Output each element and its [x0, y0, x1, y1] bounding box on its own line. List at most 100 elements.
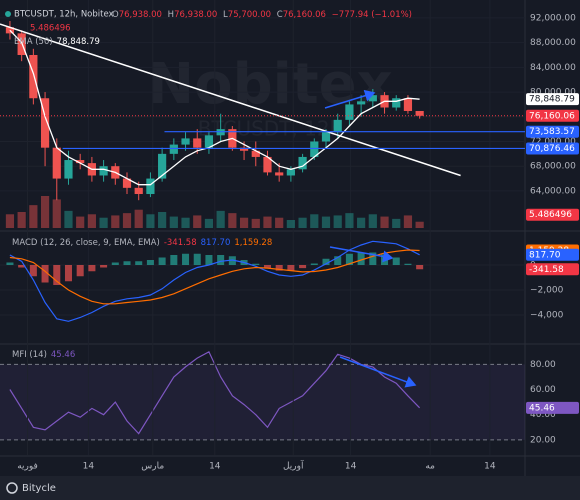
candle-body — [286, 169, 295, 176]
macd-title: MACD (12, 26, close, 9, EMA, EMA) — [12, 238, 160, 248]
volume-legend: 5.486496 — [30, 24, 71, 34]
price-label: 70,876.46 — [529, 144, 575, 154]
histogram-bar — [100, 265, 108, 268]
ohlc-key: L — [223, 10, 228, 20]
ohlc-key: O — [112, 10, 119, 20]
histogram-bar — [170, 255, 178, 265]
volume-bar — [169, 216, 178, 228]
histogram-bar — [345, 253, 353, 265]
volume-bar — [251, 218, 260, 228]
volume-bar — [99, 217, 108, 228]
candle-body — [158, 153, 167, 179]
histogram-bar — [252, 263, 260, 265]
price-label-box — [526, 109, 579, 122]
histogram-bar — [182, 253, 190, 265]
plot-area — [0, 21, 525, 441]
histogram-bar — [111, 262, 119, 265]
volume-bar — [403, 215, 413, 228]
symbol: BTCUSDT, 12h, Nobitex — [14, 10, 114, 20]
volume-bar — [357, 217, 366, 228]
annotation-arrow — [329, 246, 394, 263]
histogram-bar — [123, 261, 131, 265]
histogram-bar — [88, 265, 96, 272]
candle-body — [275, 172, 284, 176]
histogram-bar — [76, 265, 84, 277]
histogram-bar — [64, 265, 72, 282]
volume-bar — [111, 215, 120, 228]
y-tick-label: 84,000.00 — [530, 63, 576, 73]
y-tick-label: −4,000 — [530, 311, 564, 321]
x-tick-label: آوریل — [283, 460, 304, 472]
candle-body — [415, 110, 424, 116]
price-label-box — [526, 142, 579, 155]
ohlc-value: 76,938.00 — [119, 10, 162, 20]
macd-legend: MACD (12, 26, close, 9, EMA, EMA) -341.58… — [12, 238, 272, 248]
histogram-bar — [41, 265, 49, 283]
histogram-bar — [18, 265, 26, 268]
y-tick-label: −2,000 — [530, 286, 564, 296]
x-tick-label: مه — [425, 462, 435, 472]
price-label: 78,848.79 — [529, 95, 575, 105]
histogram-bar — [146, 260, 154, 265]
price-label-box — [526, 248, 579, 261]
histogram-bar — [193, 253, 201, 265]
candle-body — [321, 132, 331, 142]
histogram-bar — [369, 252, 377, 265]
signal-line — [9, 249, 420, 305]
volume-bar — [345, 213, 354, 228]
volume-bar — [392, 218, 401, 228]
candle-body — [181, 138, 190, 145]
ohlc-key: C — [277, 10, 283, 20]
y-tick-label: 20.00 — [530, 435, 556, 445]
mfi-title: MFI (14) — [12, 350, 47, 360]
trendline — [0, 23, 461, 177]
footer-bar — [0, 476, 580, 500]
volume-bar — [298, 217, 307, 228]
candle-body — [193, 138, 202, 148]
y-tick-label: 64,000.00 — [530, 186, 576, 196]
price-label-box — [526, 263, 579, 276]
ohlc-value: 76,160.06 — [283, 10, 326, 20]
brand-logo[interactable] — [6, 482, 18, 494]
histogram-bar — [299, 265, 307, 269]
y-tick-label: 80,000.00 — [530, 88, 576, 98]
volume-bar — [193, 215, 202, 228]
histogram-bar — [416, 265, 424, 270]
candle-body — [29, 54, 38, 99]
histogram-bar — [392, 257, 400, 265]
volume-bar — [146, 214, 155, 228]
y-tick-label: 40.00 — [530, 410, 556, 420]
volume-bar — [17, 212, 26, 228]
watermark-sub: BTCUSDT, 12h — [198, 117, 343, 141]
volume-bar — [415, 221, 424, 228]
volume-bar — [158, 212, 167, 228]
volume-bar — [29, 205, 38, 228]
volume-bar — [40, 196, 50, 228]
volume-bar — [181, 217, 190, 228]
candle-body — [333, 119, 342, 133]
price-label-box — [526, 401, 579, 414]
volume-bar — [275, 217, 284, 228]
volume-bar — [239, 217, 249, 228]
price-label-box — [526, 125, 579, 138]
volume-bar — [122, 213, 132, 228]
volume-bar — [321, 216, 331, 228]
overlay: BTCUSDT, 12h, Nobitex O76,938.00 H76,938… — [0, 10, 580, 500]
volume-bar — [310, 214, 319, 228]
price-label-box — [526, 93, 579, 106]
histogram-bar — [263, 265, 271, 269]
brand[interactable]: Bitycle — [22, 483, 56, 494]
histogram-bar — [53, 265, 61, 285]
y-tick-label: 92,000.00 — [530, 13, 576, 23]
ema-name: EMA (50) — [14, 37, 53, 47]
signal-value: 1,159.28 — [234, 238, 272, 248]
price-label: 76,160.06 — [529, 111, 575, 121]
price-label: 817.70 — [529, 250, 561, 260]
x-tick-label: 14 — [345, 462, 357, 472]
macd-value: 817.70 — [201, 238, 231, 248]
ema-value: 78,848.79 — [57, 37, 100, 47]
y-tick-label: 88,000.00 — [530, 38, 576, 48]
histogram-bar — [287, 265, 295, 271]
